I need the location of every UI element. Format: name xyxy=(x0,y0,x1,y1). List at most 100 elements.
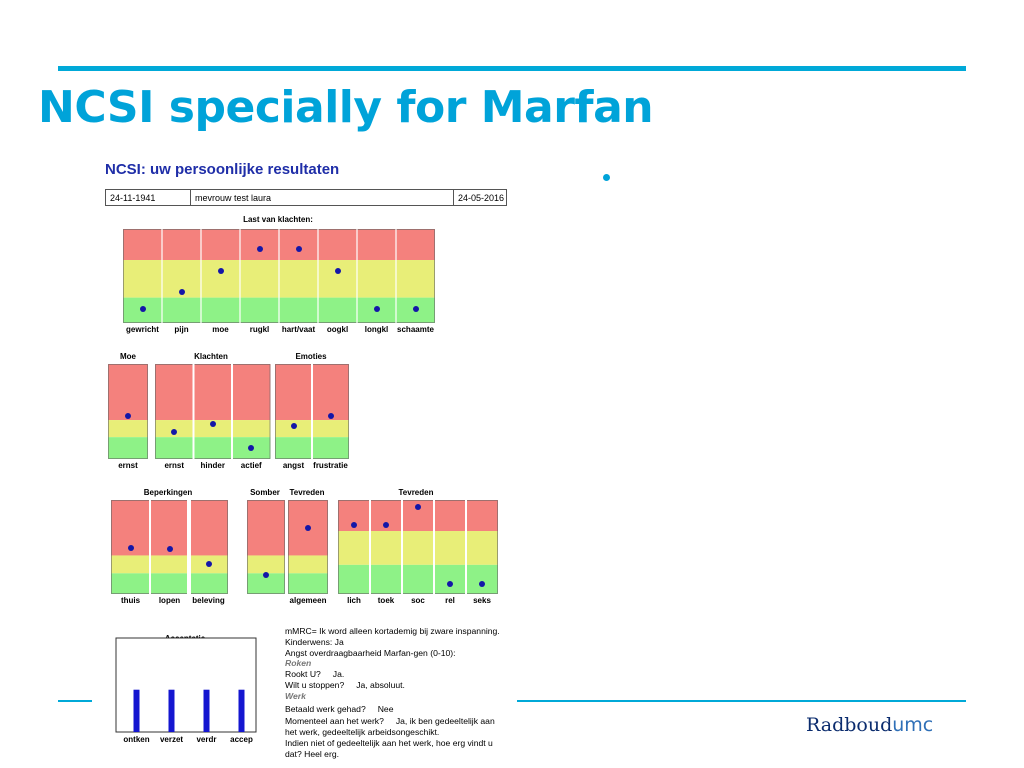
acceptatie-label: accep xyxy=(230,735,253,744)
chart-border xyxy=(111,500,228,594)
score-dot xyxy=(290,422,297,429)
yellow-band xyxy=(155,420,271,438)
note-stoppen: Wilt u stoppen? Ja, absoluut. xyxy=(285,679,405,690)
chart-border xyxy=(288,500,328,594)
band-chart xyxy=(275,364,349,459)
top-accent-line xyxy=(58,66,966,71)
score-dot xyxy=(178,288,185,295)
yellow-band xyxy=(108,420,148,438)
note-rookt: Rookt U? Ja. xyxy=(285,669,345,680)
green-band xyxy=(155,437,271,459)
birthdate-field: 24-11-1941 xyxy=(105,189,191,206)
column-label: pijn xyxy=(174,325,189,334)
column-label: schaamte xyxy=(397,325,434,334)
score-dot xyxy=(295,245,302,252)
acceptatie-label: verdr xyxy=(196,735,217,744)
band-chart xyxy=(288,500,328,594)
column-label: soc xyxy=(411,596,425,605)
score-dot xyxy=(166,545,173,552)
score-dot xyxy=(256,245,263,252)
score-dot xyxy=(209,420,216,427)
note-kinderwens: Kinderwens: Ja xyxy=(285,636,344,647)
column-label: angst xyxy=(282,461,305,470)
yellow-band xyxy=(111,555,228,574)
band-chart xyxy=(108,364,148,459)
report-date-field: 24-05-2016 xyxy=(453,189,507,206)
acceptatie-bar xyxy=(238,689,245,732)
patient-name-field: mevrouw test laura xyxy=(190,189,454,206)
score-dot xyxy=(217,268,224,275)
chart-border xyxy=(155,364,271,459)
band-chart xyxy=(338,500,498,594)
score-dot xyxy=(412,305,419,312)
score-dot xyxy=(139,305,146,312)
report-title: NCSI: uw persoonlijke resultaten xyxy=(105,161,340,178)
chart-border xyxy=(338,500,498,594)
green-band xyxy=(288,573,328,594)
chart-border xyxy=(108,364,148,459)
score-dot xyxy=(373,305,380,312)
bottom-accent-line-left xyxy=(58,700,92,702)
red-band xyxy=(247,500,285,556)
column-label: beleving xyxy=(192,596,225,605)
yellow-band xyxy=(338,531,498,565)
column-label: algemeen xyxy=(289,596,327,605)
note-mmrc: mMRC= Ik word alleen kortademig bij zwar… xyxy=(285,626,500,636)
column-label: hart/vaat xyxy=(281,325,316,334)
chart-border xyxy=(247,500,285,594)
bottom-accent-line-right xyxy=(517,700,966,702)
radboudumc-logo: Radboudumc xyxy=(806,714,934,736)
chart-group-title: Somber xyxy=(250,488,280,497)
column-label: thuis xyxy=(120,596,141,605)
column-label: seks xyxy=(473,596,491,605)
band-chart xyxy=(155,364,271,459)
column-label: rugkl xyxy=(249,325,270,334)
score-dot xyxy=(263,572,269,579)
score-dot xyxy=(305,525,311,532)
chart-group-title: Tevreden xyxy=(289,488,325,497)
score-dot xyxy=(415,503,421,510)
acceptatie-labels: ontken verzet verdr accep xyxy=(110,735,262,747)
chart-group-title: Moe xyxy=(120,352,136,361)
green-band xyxy=(111,573,228,594)
red-band xyxy=(155,364,271,421)
band-chart xyxy=(247,500,285,594)
note-werk-heading: Werk xyxy=(285,690,306,701)
column-label: oogkl xyxy=(326,325,349,334)
column-label: hinder xyxy=(200,461,225,470)
score-dot xyxy=(351,522,357,529)
score-dot xyxy=(383,522,389,529)
chart-group-title: Last van klachten: xyxy=(243,215,313,224)
acceptatie-bar xyxy=(133,689,140,732)
score-dot xyxy=(125,413,131,420)
acceptatie-label: verzet xyxy=(159,735,184,744)
score-dot xyxy=(171,429,178,436)
score-dot xyxy=(447,580,453,587)
column-label: frustratie xyxy=(313,461,348,470)
column-label: longkl xyxy=(364,325,389,334)
report-notes: mMRC= Ik word alleen kortademig bij zwar… xyxy=(285,626,505,760)
column-label: toek xyxy=(377,596,395,605)
score-dot xyxy=(479,580,485,587)
acceptatie-bar xyxy=(203,689,210,732)
note-indien: Indien niet of gedeeltelijk aan het werk… xyxy=(285,737,493,759)
column-label: lopen xyxy=(158,596,181,605)
acceptatie-chart xyxy=(115,637,257,733)
score-dot xyxy=(327,413,334,420)
column-label: ernst xyxy=(164,461,185,470)
acceptatie-bar xyxy=(168,689,175,732)
column-label: actief xyxy=(240,461,262,470)
score-dot xyxy=(127,544,134,551)
green-band xyxy=(108,437,148,459)
red-band xyxy=(108,364,148,421)
band-chart xyxy=(123,229,435,323)
column-label: lich xyxy=(347,596,361,605)
chart-group-title: Tevreden xyxy=(398,488,434,497)
acceptatie-label: ontken xyxy=(123,735,150,744)
score-dot xyxy=(205,560,212,567)
chart-group-title: Emoties xyxy=(295,352,327,361)
score-dot xyxy=(248,444,255,451)
chart-group-title: Klachten xyxy=(194,352,228,361)
yellow-band xyxy=(247,555,285,574)
column-label: moe xyxy=(212,325,229,334)
